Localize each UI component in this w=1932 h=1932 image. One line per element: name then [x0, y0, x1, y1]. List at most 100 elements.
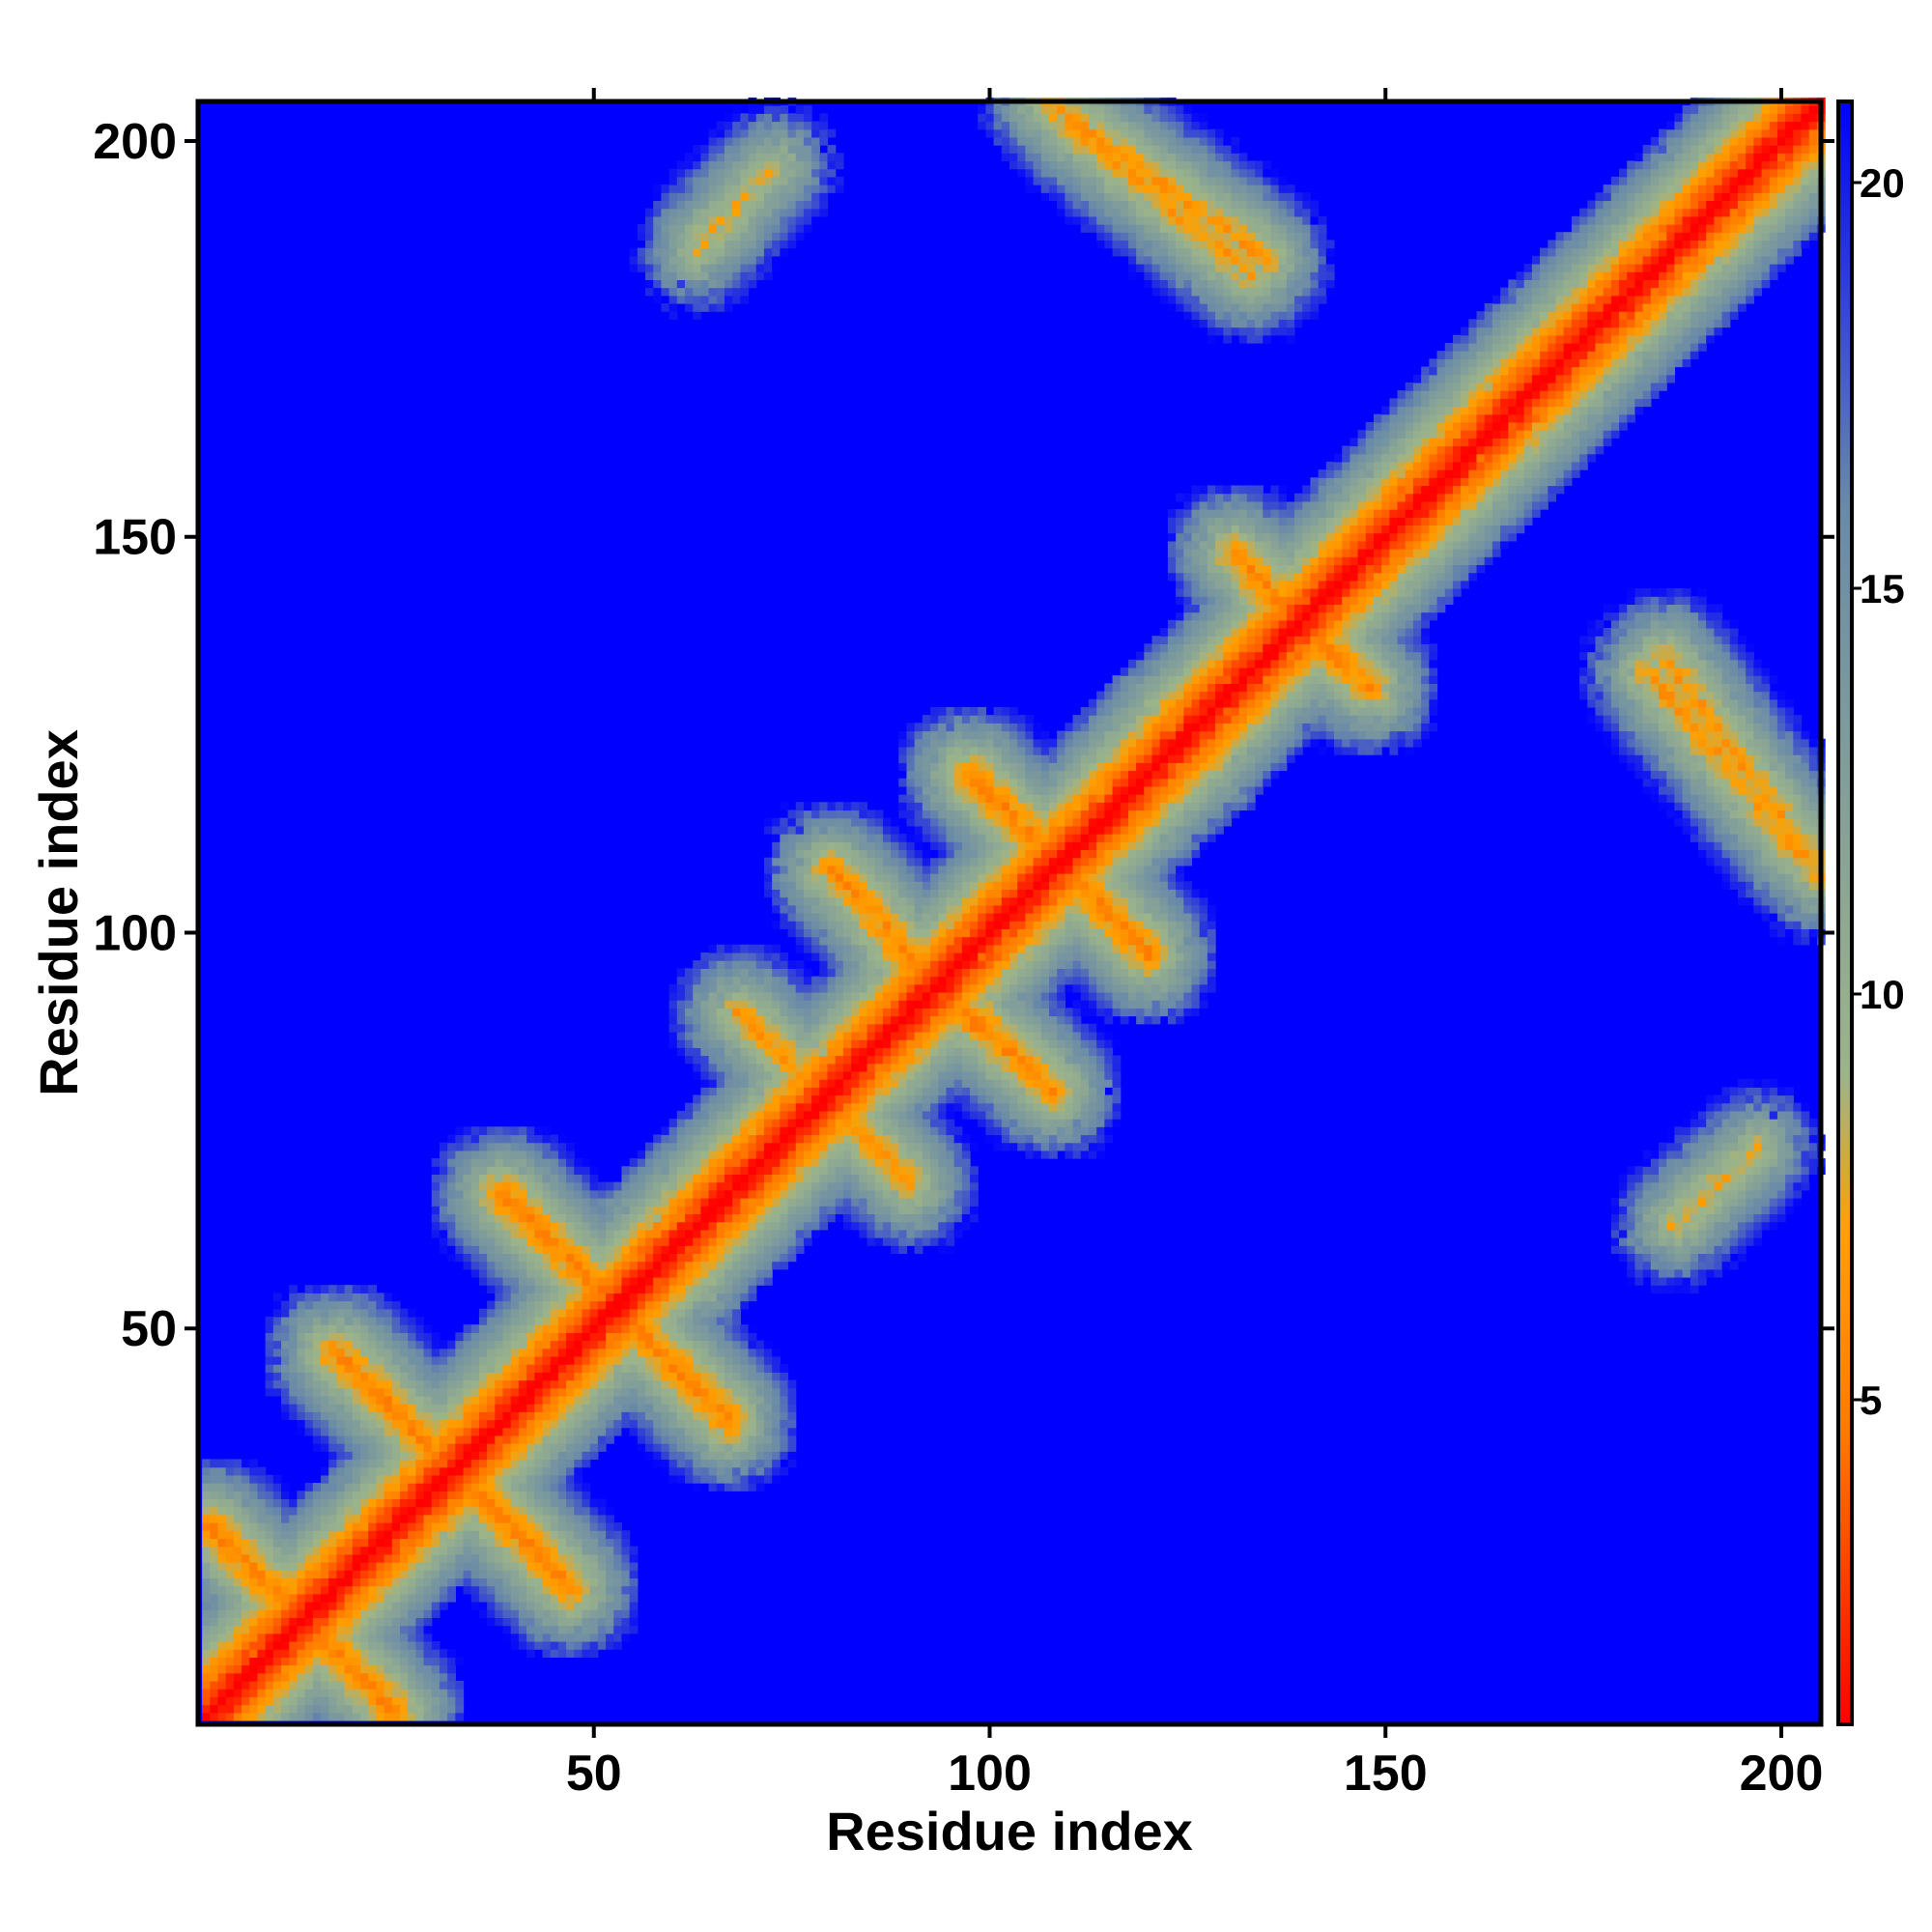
heatmap-cell: [1048, 1110, 1058, 1120]
heatmap-cell: [637, 1198, 646, 1207]
heatmap-cell: [1674, 1189, 1684, 1199]
heatmap-cell: [851, 1094, 860, 1104]
heatmap-cell: [352, 1649, 361, 1658]
heatmap-cell: [668, 1237, 678, 1246]
heatmap-cell: [574, 1395, 583, 1405]
heatmap-cell: [582, 1245, 591, 1254]
heatmap-cell: [732, 1268, 741, 1278]
heatmap-cell: [1737, 1119, 1747, 1127]
heatmap-cell: [478, 1577, 488, 1587]
heatmap-cell: [637, 1268, 646, 1278]
heatmap-cell: [1690, 1229, 1699, 1238]
heatmap-cell: [376, 1491, 385, 1500]
heatmap-cell: [1753, 1221, 1763, 1231]
heatmap-cell: [574, 1640, 583, 1650]
heatmap-cell: [502, 1142, 512, 1151]
heatmap-cell: [233, 1498, 242, 1508]
heatmap-cell: [606, 1213, 614, 1223]
heatmap-cell: [1697, 1229, 1707, 1238]
heatmap-cell: [391, 1419, 401, 1429]
heatmap-cell: [716, 1189, 725, 1199]
heatmap-cell: [724, 1404, 733, 1412]
heatmap-cell: [312, 1617, 322, 1627]
heatmap-cell: [574, 1633, 583, 1642]
heatmap-cell: [574, 1577, 583, 1587]
heatmap-cell: [653, 1459, 663, 1468]
heatmap-cell: [399, 1640, 409, 1650]
heatmap-cell: [780, 1379, 789, 1389]
heatmap-cell: [557, 1245, 567, 1254]
heatmap-cell: [289, 1395, 298, 1405]
heatmap-cell: [566, 1506, 575, 1516]
heatmap-cell: [589, 1514, 599, 1523]
heatmap-cell: [217, 1696, 227, 1706]
heatmap-cell: [249, 1680, 259, 1690]
heatmap-cell: [637, 1261, 646, 1270]
heatmap-cell: [922, 1158, 931, 1167]
heatmap-cell: [542, 1625, 552, 1634]
heatmap-cell: [249, 1585, 259, 1595]
heatmap-cell: [740, 1443, 750, 1452]
heatmap-cell: [582, 1372, 591, 1381]
heatmap-cell: [629, 1562, 639, 1571]
heatmap-cell: [1714, 1174, 1723, 1183]
heatmap-cell: [502, 1150, 512, 1159]
heatmap-cell: [495, 1181, 504, 1191]
heatmap-cell: [693, 1332, 701, 1342]
heatmap-cell: [321, 1570, 329, 1578]
heatmap-cell: [352, 1435, 361, 1444]
heatmap-cell: [1080, 1087, 1090, 1096]
heatmap-cell: [708, 1276, 718, 1286]
heatmap-cell: [827, 1063, 837, 1072]
heatmap-cell: [748, 1158, 757, 1167]
heatmap-cell: [1666, 1166, 1675, 1176]
heatmap-cell: [716, 1348, 725, 1357]
heatmap-cell: [447, 1649, 456, 1658]
heatmap-cell: [470, 1562, 480, 1571]
heatmap-cell: [423, 1680, 433, 1690]
heatmap-cell: [874, 1237, 884, 1246]
heatmap-cell: [1729, 1174, 1739, 1183]
heatmap-cell: [495, 1562, 504, 1571]
heatmap-cell: [1674, 1150, 1684, 1159]
heatmap-cell: [526, 1379, 535, 1389]
heatmap-cell: [906, 1102, 916, 1112]
heatmap-cell: [463, 1198, 472, 1207]
heatmap-cell: [408, 1514, 416, 1523]
heatmap-cell: [1627, 1174, 1636, 1183]
heatmap-cell: [312, 1404, 322, 1412]
heatmap-cell: [502, 1419, 512, 1429]
heatmap-cell: [755, 1268, 765, 1278]
heatmap-cell: [202, 1546, 211, 1555]
heatmap-cell: [495, 1348, 504, 1357]
heatmap-cell: [376, 1625, 385, 1634]
heatmap-cell: [708, 1372, 718, 1381]
heatmap-cell: [1666, 1181, 1675, 1191]
heatmap-cell: [518, 1206, 527, 1215]
heatmap-cell: [716, 1110, 725, 1120]
heatmap-cell: [431, 1672, 440, 1682]
heatmap-cell: [399, 1657, 409, 1666]
heatmap-cell: [447, 1411, 456, 1421]
heatmap-cell: [1737, 1126, 1747, 1136]
heatmap-cell: [724, 1285, 733, 1293]
heatmap-cell: [352, 1585, 361, 1595]
heatmap-cell: [1096, 1110, 1105, 1120]
heatmap-cell: [700, 1126, 710, 1136]
heatmap-cell: [487, 1538, 496, 1548]
heatmap-cell: [1088, 1063, 1097, 1072]
heatmap-cell: [661, 1166, 670, 1176]
heatmap-cell: [891, 1087, 899, 1096]
heatmap-cell: [740, 1198, 750, 1207]
heatmap-cell: [1650, 1174, 1660, 1183]
heatmap-cell: [582, 1198, 591, 1207]
heatmap-cell: [748, 1134, 757, 1144]
heatmap-cell: [344, 1649, 354, 1658]
heatmap-cell: [867, 1063, 876, 1072]
heatmap-cell: [1697, 1237, 1707, 1246]
heatmap-cell: [985, 1063, 995, 1072]
heatmap-cell: [755, 1158, 765, 1167]
heatmap-cell: [431, 1546, 440, 1555]
heatmap-cell: [819, 1174, 829, 1183]
heatmap-cell: [265, 1387, 274, 1397]
